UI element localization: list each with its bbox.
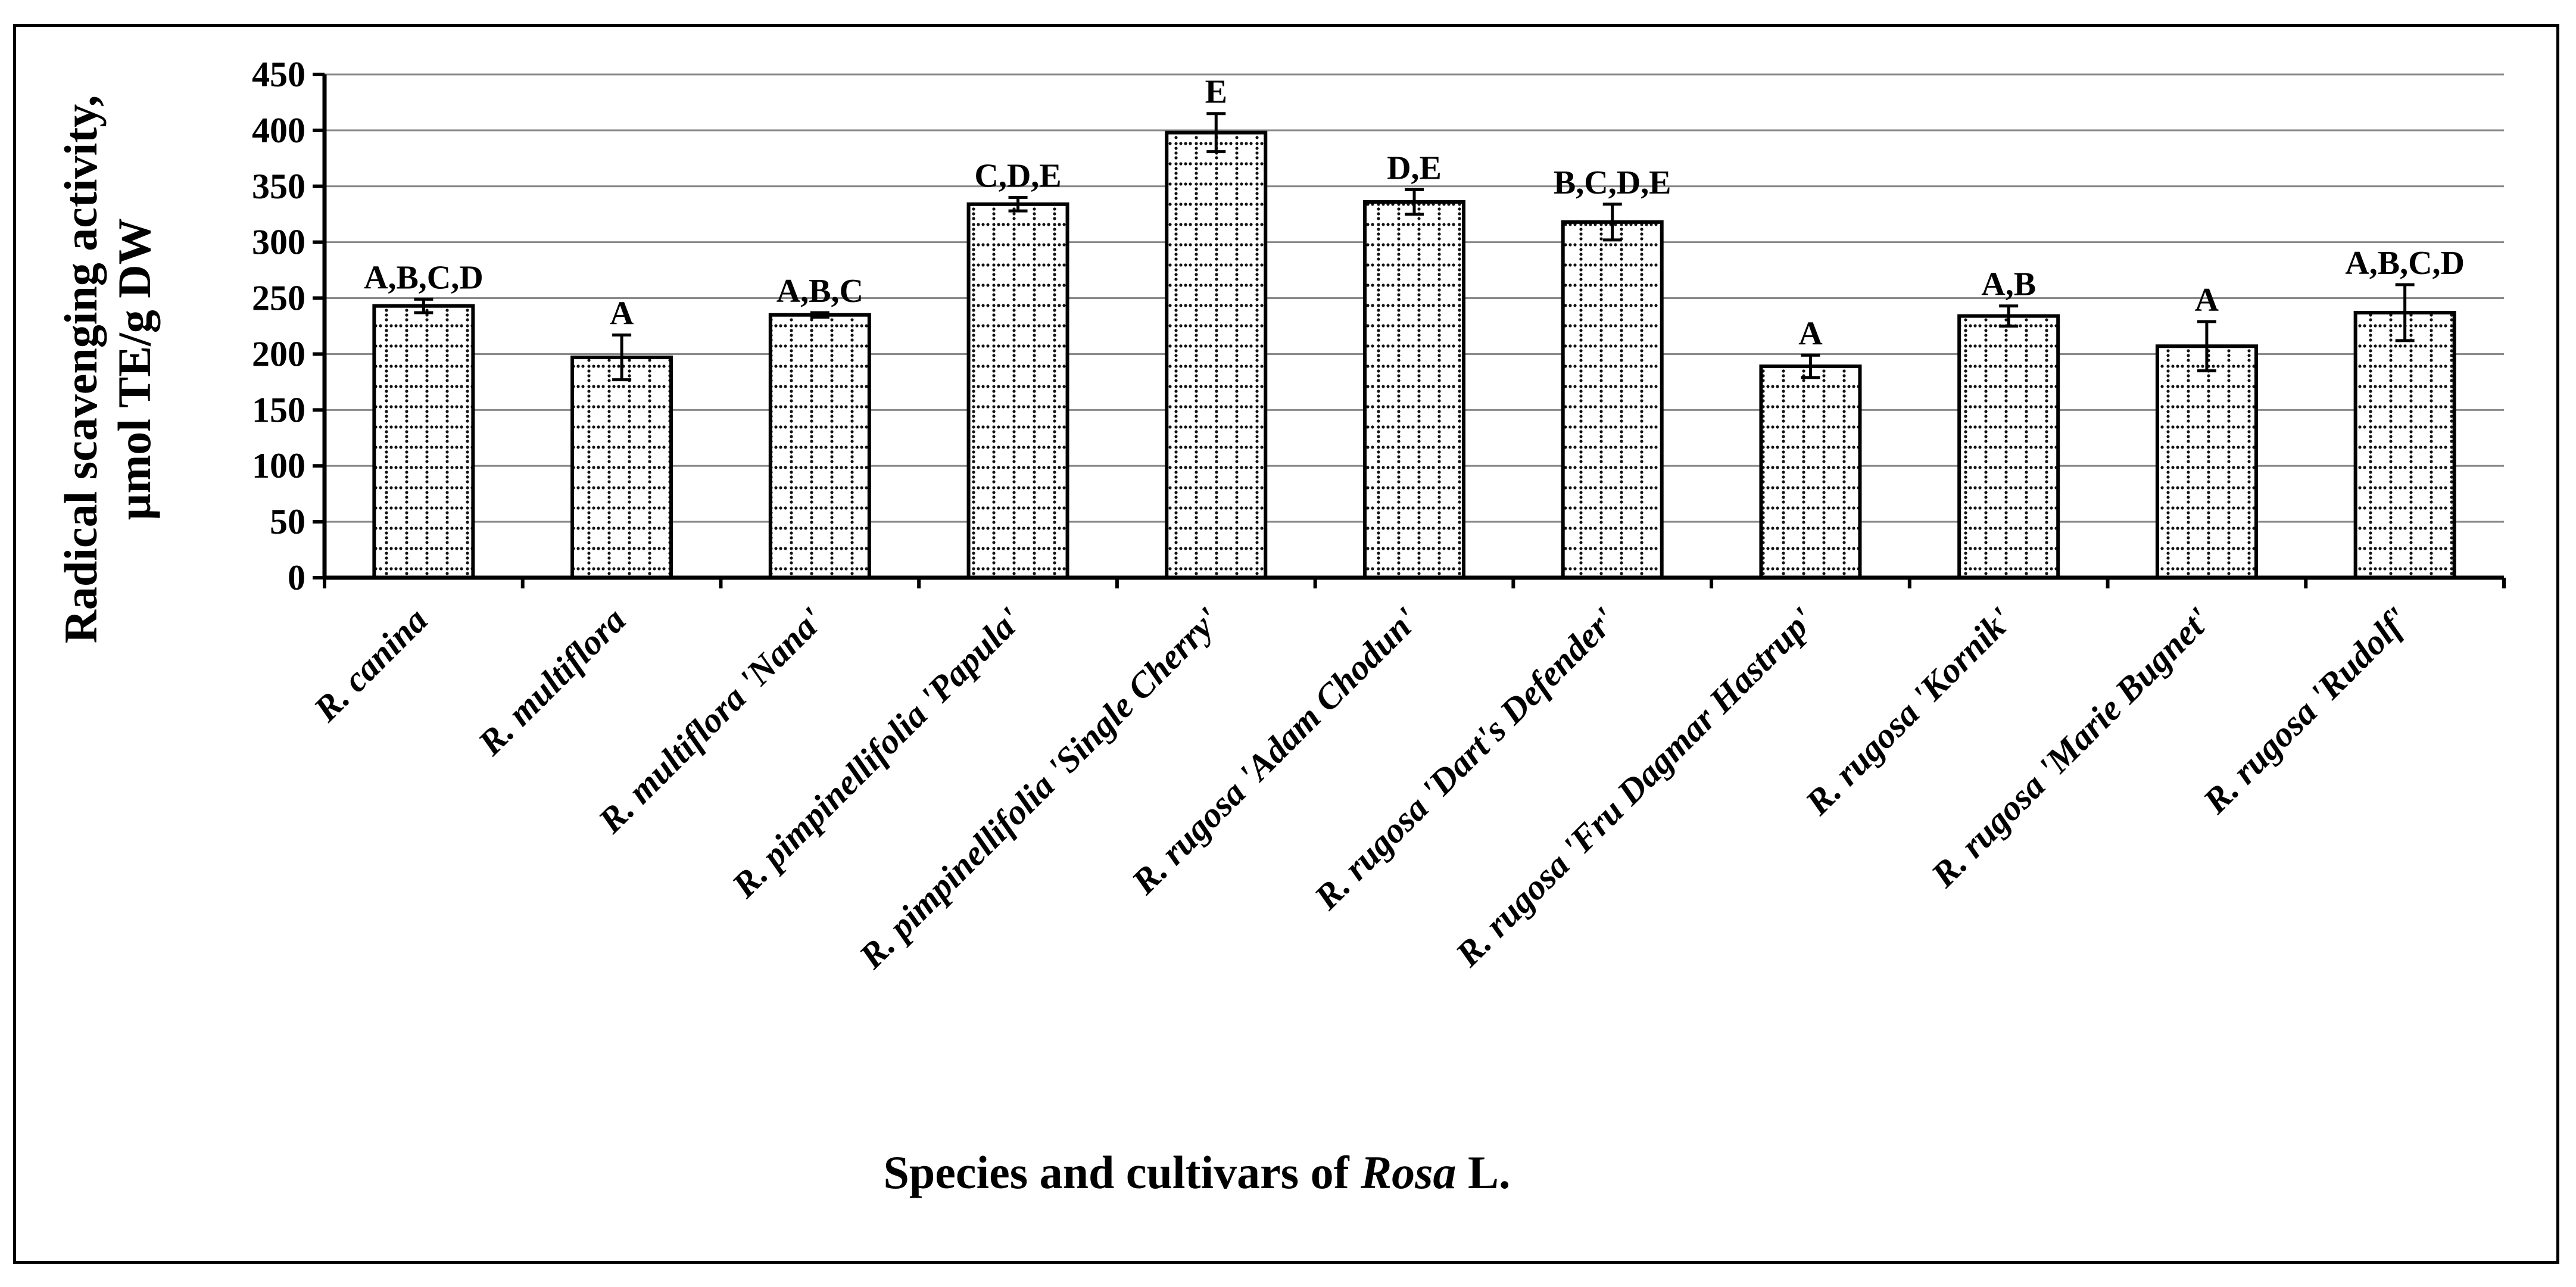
bars bbox=[372, 112, 2456, 580]
bar bbox=[1759, 364, 1862, 579]
bar bbox=[2353, 310, 2456, 579]
y-tick-label: 150 bbox=[252, 390, 305, 429]
x-category-label: R. rugosa 'Fru Dagmar Hastrup' bbox=[1448, 600, 1822, 975]
y-tick-label: 0 bbox=[288, 558, 305, 597]
significance-label: A,B,C,D bbox=[2345, 245, 2465, 282]
x-category-label: R. rugosa 'Kornik' bbox=[1797, 600, 2020, 823]
significance-label: A,B bbox=[1981, 266, 2036, 303]
x-category-label: R. rugosa 'Rudolf' bbox=[2195, 600, 2416, 822]
significance-label: B,C,D,E bbox=[1554, 164, 1671, 201]
x-category-label: R. canina bbox=[305, 600, 435, 730]
x-axis-title-end: L. bbox=[1457, 1146, 1511, 1198]
bar bbox=[2155, 344, 2258, 579]
y-tick-label: 450 bbox=[252, 55, 305, 94]
y-tick-label: 50 bbox=[270, 502, 305, 541]
significance-label: A,B,C,D bbox=[364, 259, 484, 296]
y-tick-label: 250 bbox=[252, 279, 305, 318]
y-tick-label: 400 bbox=[252, 111, 305, 150]
x-axis-title-main: Species and cultivars of bbox=[883, 1146, 1361, 1198]
y-tick-label: 300 bbox=[252, 223, 305, 262]
bar bbox=[1561, 220, 1664, 580]
significance-label: A bbox=[1798, 315, 1823, 352]
bar bbox=[1165, 130, 1268, 579]
significance-label: D,E bbox=[1387, 149, 1442, 186]
significance-label: E bbox=[1205, 74, 1227, 111]
bar bbox=[1957, 314, 2060, 579]
y-tick-label: 200 bbox=[252, 334, 305, 373]
significance-label: C,D,E bbox=[974, 158, 1061, 195]
bar bbox=[1363, 200, 1465, 580]
x-axis-title-genus: Rosa bbox=[1360, 1146, 1456, 1198]
y-axis-title-line-1: Radical scavenging activity, bbox=[55, 95, 107, 644]
significance-label: A bbox=[2195, 282, 2219, 319]
x-category-label: R. multiflora bbox=[470, 600, 634, 764]
gridlines bbox=[325, 73, 2504, 523]
y-tick-label: 100 bbox=[252, 446, 305, 485]
bar bbox=[372, 304, 475, 579]
significance-label: A bbox=[610, 295, 634, 332]
bar bbox=[570, 356, 673, 579]
x-axis-title: Species and cultivars of Rosa L. bbox=[883, 1146, 1510, 1198]
y-tick-label: 350 bbox=[252, 167, 305, 206]
x-category-label: R. multiflora 'Nana' bbox=[590, 600, 831, 842]
x-category-label: R. pimpinellifolia 'Single Cherry' bbox=[851, 600, 1227, 977]
axes bbox=[313, 73, 2506, 588]
significance-label: A,B,C bbox=[776, 273, 863, 310]
y-axis-title-line-2: µmol TE/g DW bbox=[108, 218, 160, 520]
figure-frame bbox=[13, 24, 2559, 1264]
bar bbox=[966, 202, 1069, 580]
bar bbox=[768, 313, 871, 579]
